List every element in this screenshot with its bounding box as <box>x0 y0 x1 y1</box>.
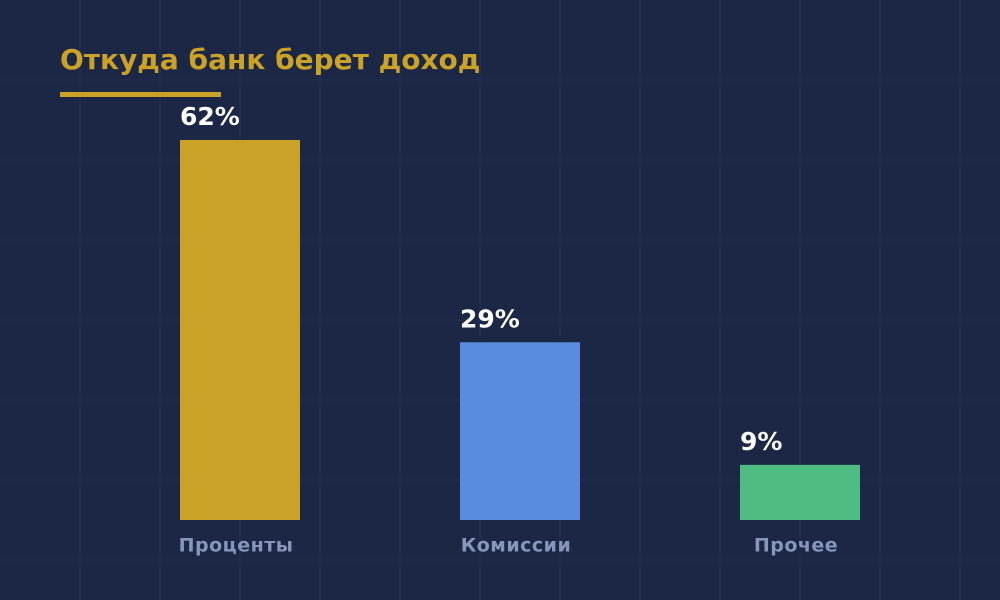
bar <box>460 342 580 520</box>
value-label: 62% <box>180 102 240 131</box>
x-tick-label: Прочее <box>754 535 838 557</box>
x-tick-label: Комиссии <box>461 535 572 557</box>
value-label: 29% <box>460 304 520 333</box>
x-tick-label: Проценты <box>179 535 294 557</box>
title-underline <box>60 92 221 97</box>
value-label: 9% <box>740 427 782 456</box>
bar <box>740 464 860 520</box>
chart-title: Откуда банк берет доход <box>60 43 480 76</box>
bar <box>180 140 300 520</box>
